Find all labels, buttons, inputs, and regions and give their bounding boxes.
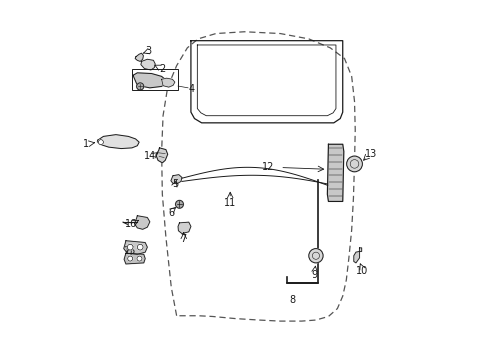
Circle shape	[127, 256, 132, 261]
Text: 3: 3	[144, 46, 151, 56]
Polygon shape	[133, 73, 165, 88]
Bar	[132, 69, 178, 90]
Polygon shape	[124, 253, 145, 264]
Text: 8: 8	[289, 295, 295, 305]
Text: 5: 5	[171, 179, 178, 189]
Text: 11: 11	[224, 198, 236, 208]
Circle shape	[137, 244, 143, 250]
Text: 2: 2	[159, 64, 165, 73]
Polygon shape	[171, 175, 182, 184]
Circle shape	[98, 140, 103, 145]
Circle shape	[136, 83, 143, 90]
Polygon shape	[135, 53, 143, 62]
Polygon shape	[97, 135, 139, 149]
Polygon shape	[123, 241, 147, 254]
Text: 13: 13	[365, 149, 377, 159]
Text: 6: 6	[168, 208, 174, 218]
Polygon shape	[162, 78, 175, 87]
Text: 7: 7	[180, 234, 186, 244]
Polygon shape	[353, 248, 361, 263]
Polygon shape	[141, 59, 155, 70]
Text: 15: 15	[124, 247, 136, 256]
Circle shape	[346, 156, 362, 172]
Text: 1: 1	[82, 139, 88, 149]
Text: 16: 16	[125, 219, 137, 229]
Text: 9: 9	[310, 270, 317, 280]
Circle shape	[127, 244, 133, 250]
Text: 10: 10	[356, 266, 368, 276]
Polygon shape	[134, 216, 149, 229]
Polygon shape	[178, 222, 190, 234]
Polygon shape	[326, 144, 343, 202]
Text: 12: 12	[261, 162, 273, 172]
Text: 4: 4	[188, 84, 194, 94]
Circle shape	[175, 201, 183, 208]
Polygon shape	[156, 148, 167, 163]
Text: 14: 14	[143, 152, 156, 161]
Circle shape	[308, 249, 323, 263]
Circle shape	[137, 256, 142, 261]
